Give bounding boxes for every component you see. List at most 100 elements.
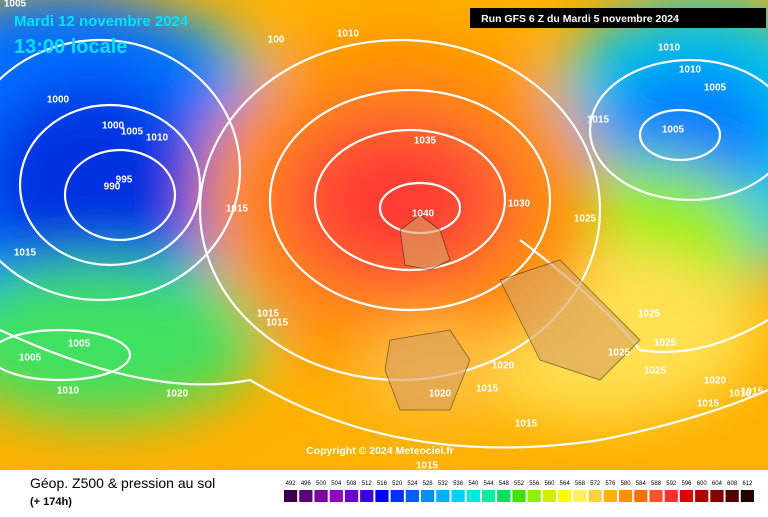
scale-swatch [405,490,420,502]
copyright: Copyright © 2024 Meteociel.fr [306,445,454,457]
isobar-label: 100 [268,35,285,46]
isobar-label: 1015 [266,318,289,329]
scale-label: 540 [468,481,479,487]
scale-swatch [497,490,511,502]
run-info: Run GFS 6 Z du Mardi 5 novembre 2024 [481,13,679,25]
scale-swatch [527,490,541,502]
scale-label: 508 [347,481,358,487]
scale-swatch [573,490,587,502]
isobar-label: 1015 [476,384,499,395]
scale-label: 600 [697,481,708,487]
scale-swatch [284,490,298,502]
isobar-label: 1010 [679,65,702,76]
scale-label: 576 [605,481,616,487]
scale-swatch [466,490,480,502]
isobar-label: 1015 [257,309,280,320]
isobar-label: 1005 [4,0,27,10]
isobar-label: 1020 [166,389,189,400]
scale-swatch [299,490,313,502]
scale-swatch [725,490,739,502]
isobar-label: 1010 [729,389,752,400]
scale-label: 584 [636,481,647,487]
isobar-label: 1010 [658,43,681,54]
scale-swatch [329,490,343,502]
isobar-label: 1020 [429,389,452,400]
field [0,0,768,470]
scale-label: 592 [666,481,677,487]
isobar-label: 1000 [102,121,125,132]
scale-label: 596 [681,481,692,487]
valid-time: 13:00 locale [14,36,127,58]
scale-label: 544 [484,481,495,487]
scale-label: 492 [286,481,297,487]
isobar-label: 1030 [508,199,531,210]
scale-label: 612 [742,481,753,487]
scale-label: 560 [544,481,555,487]
scale-swatch [436,490,450,502]
scale-swatch [314,490,328,502]
isobar-label: 1025 [608,348,631,359]
scale-swatch [360,490,374,502]
valid-date: Mardi 12 novembre 2024 [14,13,189,30]
isobar-label: 1005 [662,125,685,136]
scale-label: 516 [377,481,388,487]
coastlines [384,214,641,411]
isobar-label: 1015 [226,204,249,215]
scale-swatch [618,490,633,502]
scale-label: 536 [453,481,464,487]
scale-label: 564 [560,481,571,487]
isobar-label: 1025 [574,214,597,225]
scale-label: 568 [575,481,586,487]
isobar-label: 1015 [14,248,37,259]
isobar-label: 1015 [697,399,720,410]
scale-swatch [512,490,526,502]
isobar-label: 990 [104,182,121,193]
isobar-label: 1015 [741,387,764,398]
isobar-label: 1010 [57,386,80,397]
scale-label: 572 [590,481,601,487]
scale-swatch [451,490,465,502]
scale-swatch [542,490,557,502]
color-scale: 492 496 500 504 508 512 516 520 524 528 532 536 540 5… [284,481,754,502]
isobar-label: 1020 [492,361,515,372]
isobar-label: 1015 [515,419,538,430]
scale-label: 528 [423,481,434,487]
scale-label: 500 [316,481,327,487]
isobar-label: 1010 [337,29,360,40]
isobar-label: 1020 [704,376,727,387]
scale-swatch [695,490,709,502]
scale-swatch [375,490,389,502]
isobar-label: 1005 [704,83,727,94]
isobar-label: 1025 [644,366,667,377]
isobar-label: 1015 [587,115,610,126]
isobar-label: 1005 [19,353,42,364]
scale-label: 580 [621,481,632,487]
scale-swatch [481,490,496,502]
scale-swatch [679,490,694,502]
isobar-label: 995 [116,175,133,186]
footer-lead: (+ 174h) [30,496,72,508]
isobar-label: 1005 [121,127,144,138]
scale-label: 608 [727,481,738,487]
isobar-label: 1000 [47,95,70,106]
isobar-label: 1035 [414,136,437,147]
scale-swatch [558,490,572,502]
isobar-label: 1010 [146,133,169,144]
scale-swatch [588,490,602,502]
scale-label: 588 [651,481,662,487]
isobar-labels: 1005101010010001000100510109959901015101… [4,0,764,472]
scale-label: 556 [529,481,540,487]
scale-label: 548 [499,481,510,487]
scale-label: 504 [331,481,342,487]
scale-swatch [710,490,724,502]
scale-swatch [344,490,359,502]
isobar-label: 1040 [412,209,435,220]
scale-label: 496 [301,481,312,487]
scale-swatch [649,490,663,502]
footer-title: Géop. Z500 & pression au sol [30,475,215,491]
isobar-label: 1025 [654,338,677,349]
scale-label: 512 [362,481,373,487]
scale-swatch [740,490,754,502]
isobar-label: 1015 [416,461,439,472]
